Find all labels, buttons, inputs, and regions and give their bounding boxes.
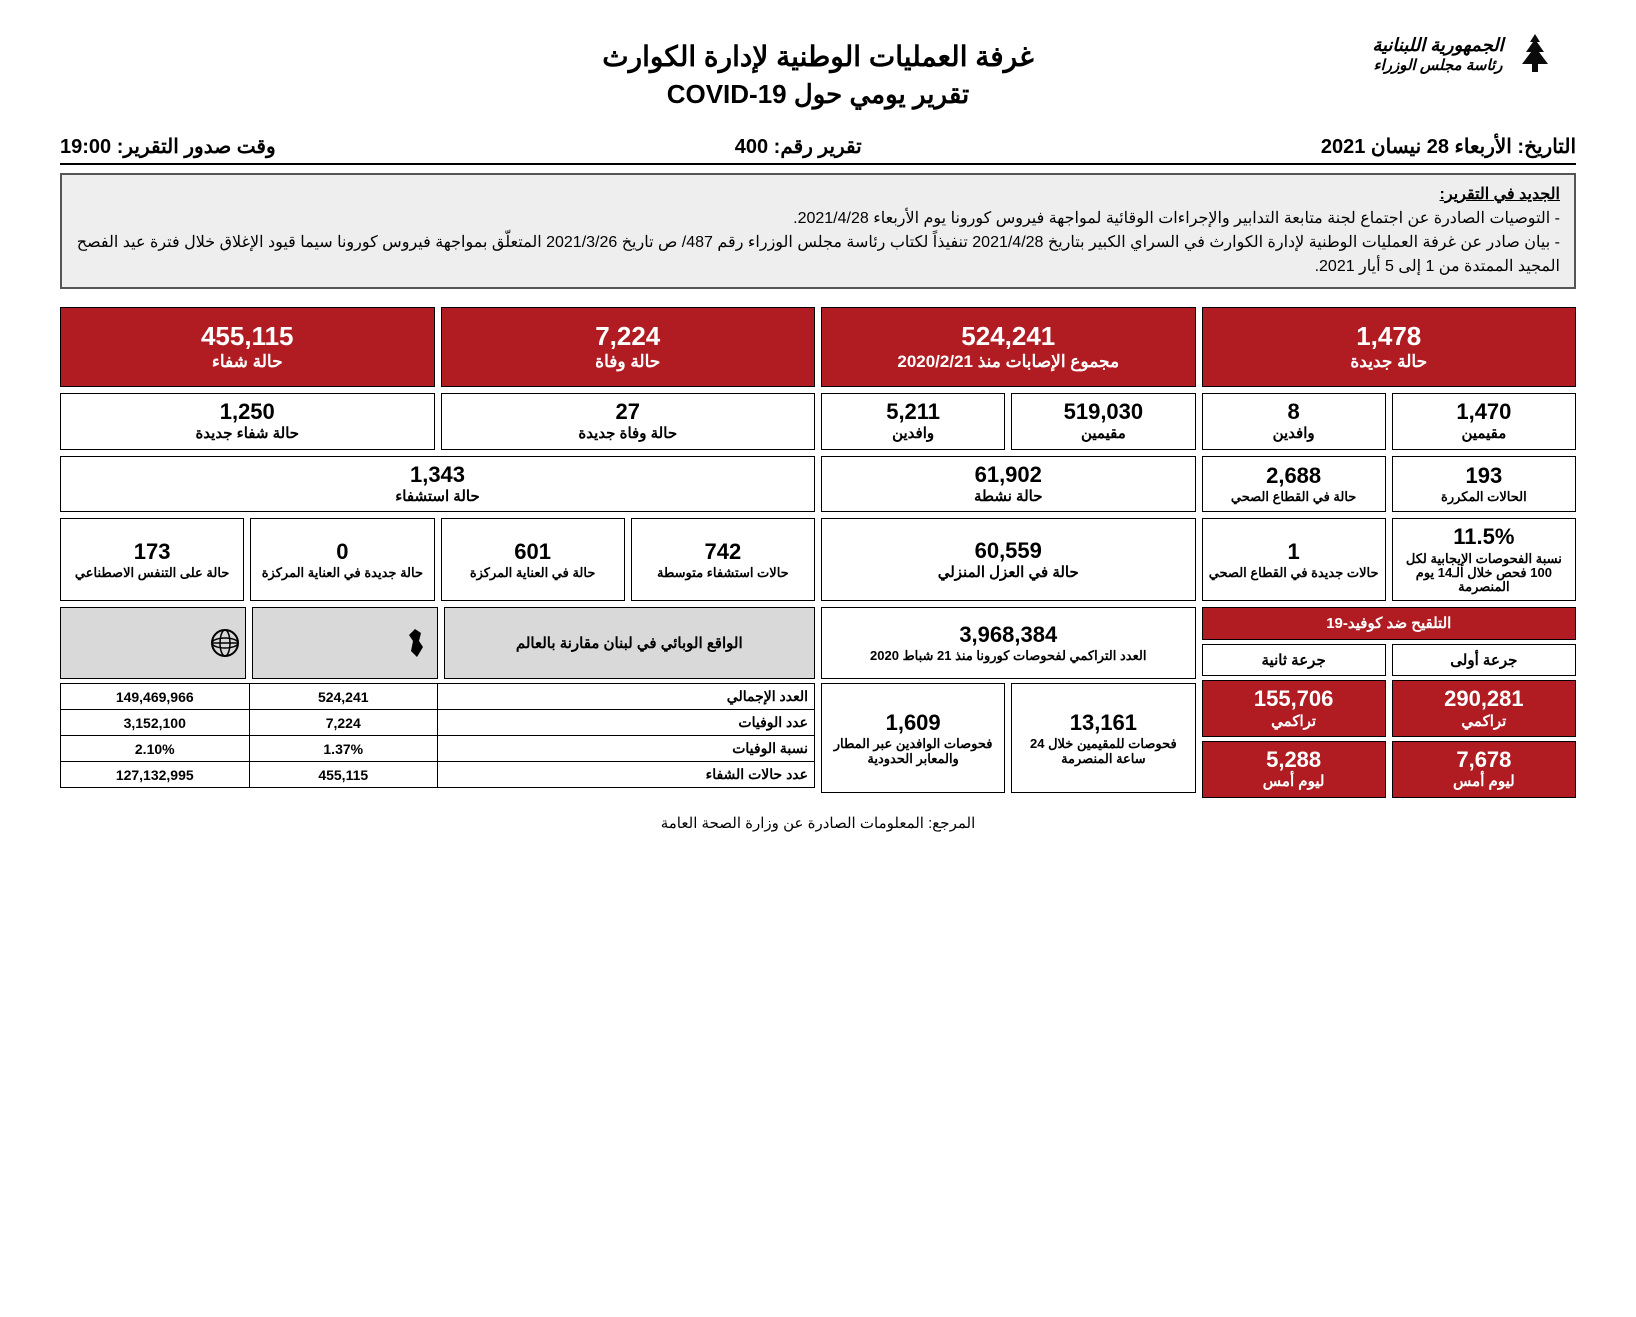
- dose2-cumulative: 155,706تراكمي: [1202, 680, 1386, 737]
- total-residents: 519,030مقيمين: [1011, 393, 1195, 450]
- new-health-sector: 1حالات جديدة في القطاع الصحي: [1202, 518, 1386, 601]
- meta-row: التاريخ: الأربعاء 28 نيسان 2021 تقرير رق…: [60, 130, 1576, 165]
- header: الجمهورية اللبنانية رئاسة مجلس الوزراء غ…: [60, 30, 1576, 110]
- news-item2: بيان صادر عن غرفة العمليات الوطنية لإدار…: [77, 234, 1560, 275]
- dose1-cumulative: 290,281تراكمي: [1392, 680, 1576, 737]
- compare-title: الواقع الوبائي في لبنان مقارنة بالعالم: [444, 607, 816, 679]
- lebanon-map-icon: [401, 627, 433, 659]
- title-line2: تقرير يومي حول COVID-19: [280, 79, 1356, 110]
- total-cases-val: 524,241: [826, 322, 1191, 351]
- vaccine-block: التلقيح ضد كوفيد-19 جرعة أولى جرعة ثانية…: [1202, 607, 1577, 797]
- new-cases-lbl: حالة جديدة: [1207, 353, 1572, 372]
- globe-icon: [209, 627, 241, 659]
- deaths-lbl: حالة وفاة: [446, 353, 811, 372]
- hospitalized: 1,343حالة استشفاء: [60, 456, 815, 513]
- ventilator: 173حالة على التنفس الاصطناعي: [60, 518, 244, 601]
- recovered-card: 455,115 حالة شفاء: [60, 307, 435, 387]
- tests-total: 3,968,384 العدد التراكمي لفحوصات كورونا …: [821, 607, 1196, 679]
- vaccine-title: التلقيح ضد كوفيد-19: [1202, 607, 1577, 640]
- new-icu: 0حالة جديدة في العناية المركزة: [250, 518, 434, 601]
- dose1-label: جرعة أولى: [1392, 644, 1576, 677]
- new-arrivals: 8وافدين: [1202, 393, 1386, 450]
- positivity: 11.5%نسبة الفحوصات الإيجابية لكل 100 فحص…: [1392, 518, 1576, 601]
- new-cases-card: 1,478 حالة جديدة: [1202, 307, 1577, 387]
- tests-residents24: 13,161فحوصات للمقيمين خلال 24 ساعة المنص…: [1011, 683, 1195, 793]
- logo-block: الجمهورية اللبنانية رئاسة مجلس الوزراء: [1356, 30, 1576, 80]
- date-value: الأربعاء 28 نيسان 2021: [1321, 136, 1512, 158]
- org-line1: الجمهورية اللبنانية: [1372, 35, 1503, 57]
- compare-row: نسبة الوفيات1.37%2.10%: [61, 736, 815, 762]
- footer-source: المرجع: المعلومات الصادرة عن وزارة الصحة…: [60, 814, 1576, 832]
- tests-block: 3,968,384 العدد التراكمي لفحوصات كورونا …: [821, 607, 1196, 797]
- compare-row: عدد الوفيات7,2243,152,100: [61, 710, 815, 736]
- tests-arrivals24: 1,609فحوصات الوافدين عبر المطار والمعابر…: [821, 683, 1005, 793]
- active-cases: 61,902حالة نشطة: [821, 456, 1196, 513]
- new-cases-val: 1,478: [1207, 322, 1572, 351]
- compare-table: العدد الإجمالي524,241149,469,966عدد الوف…: [60, 683, 815, 788]
- news-item1: التوصيات الصادرة عن اجتماع لجنة متابعة ا…: [793, 210, 1550, 227]
- health-sector: 2,688حالة في القطاع الصحي: [1202, 456, 1386, 513]
- dose1-yesterday: 7,678ليوم أمس: [1392, 741, 1576, 798]
- cedar-icon: [1510, 30, 1560, 80]
- total-cases-card: 524,241 مجموع الإصابات منذ 2020/2/21: [821, 307, 1196, 387]
- dose2-label: جرعة ثانية: [1202, 644, 1386, 677]
- dose2-yesterday: 5,288ليوم أمس: [1202, 741, 1386, 798]
- date-label: التاريخ:: [1517, 136, 1576, 158]
- compare-row: عدد حالات الشفاء455,115127,132,995: [61, 762, 815, 788]
- deaths-card: 7,224 حالة وفاة: [441, 307, 816, 387]
- org-line2: رئاسة مجلس الوزراء: [1372, 57, 1503, 75]
- title-block: غرفة العمليات الوطنية لإدارة الكوارث تقر…: [280, 30, 1356, 110]
- new-deaths: 27حالة وفاة جديدة: [441, 393, 816, 450]
- compare-row: العدد الإجمالي524,241149,469,966: [61, 684, 815, 710]
- icu: 601حالة في العناية المركزة: [441, 518, 625, 601]
- globe-icon-cell: [60, 607, 246, 679]
- deaths-val: 7,224: [446, 322, 811, 351]
- total-cases-lbl: مجموع الإصابات منذ 2020/2/21: [826, 353, 1191, 372]
- report-label: تقرير رقم:: [774, 136, 862, 158]
- recovered-lbl: حالة شفاء: [65, 353, 430, 372]
- compare-block: الواقع الوبائي في لبنان مقارنة بالعالم ا…: [60, 607, 815, 797]
- news-heading: الجديد في التقرير:: [1440, 186, 1560, 203]
- moderate-hosp: 742حالات استشفاء متوسطة: [631, 518, 815, 601]
- new-residents: 1,470مقيمين: [1392, 393, 1576, 450]
- stats-grid: 1,478 حالة جديدة 524,241 مجموع الإصابات …: [60, 307, 1576, 798]
- title-line1: غرفة العمليات الوطنية لإدارة الكوارث: [280, 40, 1356, 73]
- lebanon-icon-cell: [252, 607, 438, 679]
- time-value: 19:00: [60, 136, 111, 158]
- home-isolation: 60,559حالة في العزل المنزلي: [821, 518, 1196, 601]
- report-value: 400: [735, 136, 768, 158]
- time-label: وقت صدور التقرير:: [117, 136, 276, 158]
- repeated-cases: 193الحالات المكررة: [1392, 456, 1576, 513]
- new-recovered: 1,250حالة شفاء جديدة: [60, 393, 435, 450]
- total-arrivals: 5,211وافدين: [821, 393, 1005, 450]
- news-box: الجديد في التقرير: - التوصيات الصادرة عن…: [60, 173, 1576, 289]
- recovered-val: 455,115: [65, 322, 430, 351]
